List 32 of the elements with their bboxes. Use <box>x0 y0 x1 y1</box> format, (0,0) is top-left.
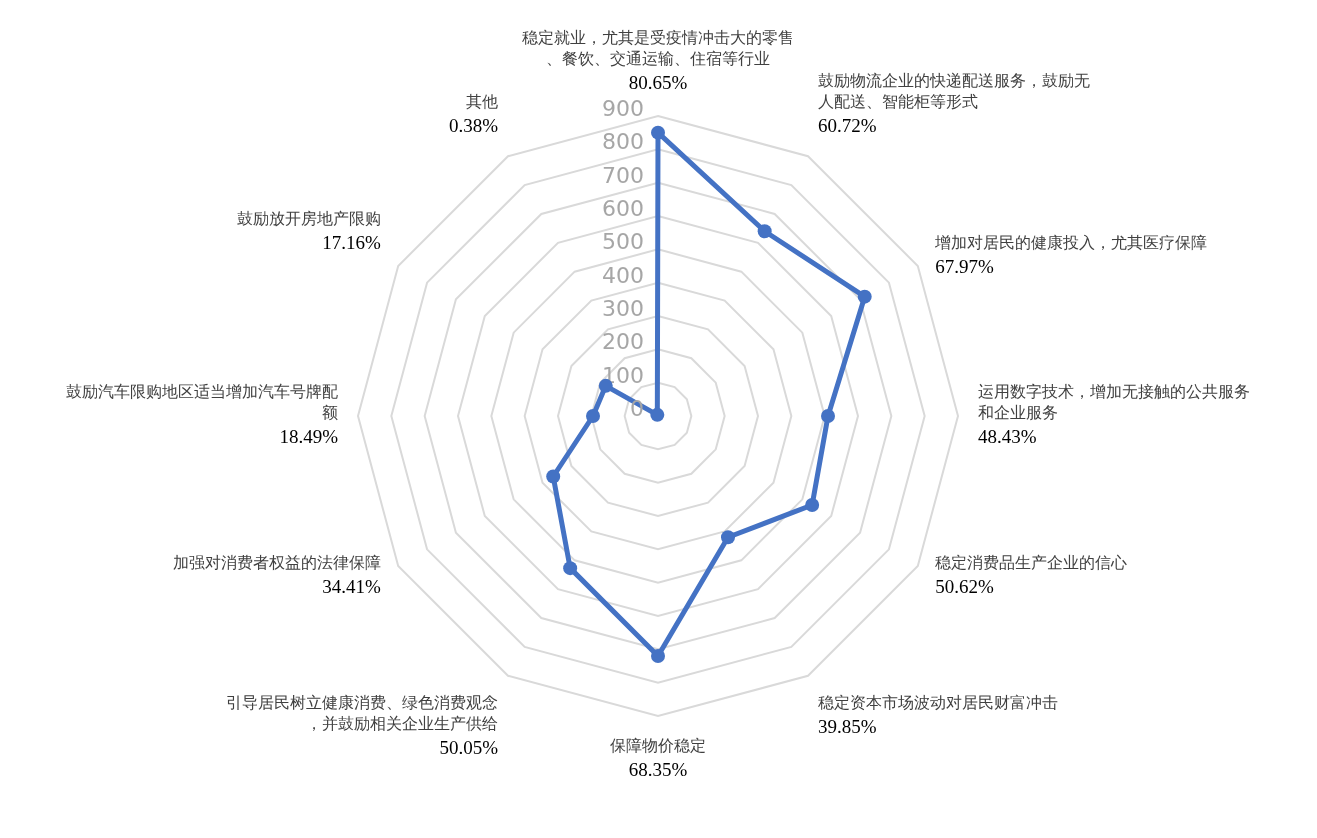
spoke-label: 其他 <box>466 91 498 111</box>
text: 18.49% <box>279 426 339 447</box>
spoke-label: 稳定资本市场波动对居民财富冲击 <box>818 693 1058 713</box>
text: 60.72% <box>818 114 877 136</box>
text: 17.16% <box>322 232 382 253</box>
spoke-label: 保障物价稳定 <box>610 736 706 755</box>
y-tick-label: 600 <box>602 196 644 221</box>
y-tick-label: 700 <box>602 162 644 188</box>
y-tick-label: 500 <box>602 229 644 255</box>
text: 0.38% <box>448 114 499 136</box>
spoke-label: 引导居民树立健康消费、绿色消费观念，并鼓励相关企业生产供给 <box>226 693 498 734</box>
y-tick-label: 800 <box>602 129 644 155</box>
spoke-label: 鼓励物流企业的快递配送服务，鼓励无人配送、智能柜等形式 <box>818 70 1090 111</box>
text: 48.43% <box>978 426 1037 447</box>
text: 68.35% <box>628 759 688 780</box>
text: 39.85% <box>818 716 877 738</box>
y-tick-label: 300 <box>602 296 644 321</box>
text: 80.65% <box>628 72 688 93</box>
spoke-label: 稳定就业，尤其是受疫情冲击大的零售、餐饮、交通运输、住宿等行业 <box>522 28 794 68</box>
y-tick-label: 900 <box>602 96 644 121</box>
spoke-label: 鼓励汽车限购地区适当增加汽车号牌配额 <box>66 382 338 422</box>
spoke-label: 运用数字技术，增加无接触的公共服务和企业服务 <box>978 382 1250 422</box>
spoke-label: 加强对消费者权益的法律保障 <box>172 552 381 572</box>
text: 34.41% <box>322 575 382 597</box>
spoke-label: 增加对居民的健康投入，尤其医疗保障 <box>934 232 1208 252</box>
y-tick-label: 200 <box>602 329 644 355</box>
text: 67.97% <box>935 255 994 277</box>
text: 50.62% <box>935 575 994 597</box>
y-tick-label: 400 <box>602 262 644 288</box>
text: 50.05% <box>439 737 499 759</box>
spoke-label: 稳定消费品生产企业的信心 <box>935 552 1128 572</box>
spoke-label: 鼓励放开房地产限购 <box>236 209 381 228</box>
